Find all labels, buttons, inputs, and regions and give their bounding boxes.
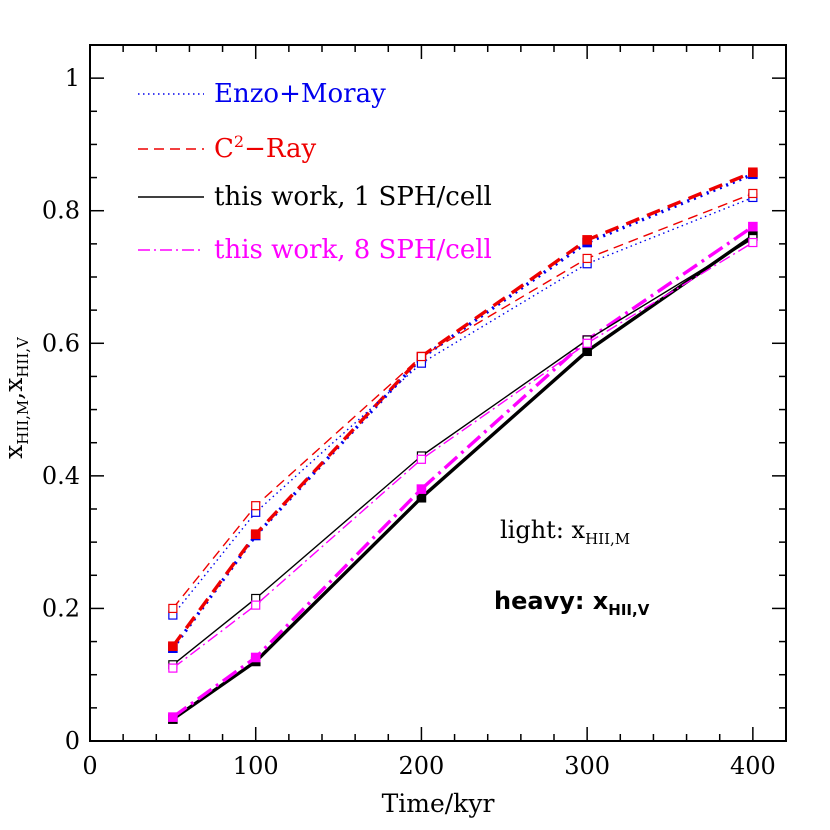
data-point [582,346,592,357]
legend: Enzo+Moray C2−Ray this work, 1 SPH/cell … [138,79,492,265]
data-point [582,235,592,245]
y-tick-label: 0.8 [42,197,80,225]
data-point [582,338,592,348]
data-point [250,529,261,539]
data-point [748,188,758,199]
y-tick-label: 1 [65,64,80,92]
x-axis-label: Time/kyr [382,789,495,818]
x-tick-label: 100 [233,752,279,780]
data-point [416,351,427,362]
x-tick-label: 0 [82,752,97,780]
data-point [251,501,261,511]
data-point [168,603,178,614]
data-point [748,237,758,248]
data-point [416,454,427,464]
legend-label-this-work-8: this work, 8 SPH/cell [214,235,492,265]
legend-label-c2ray: C2−Ray [214,132,317,164]
data-point [251,600,261,610]
annotation-heavy: heavy: xHII,V [494,587,650,619]
series-line [171,172,754,650]
data-point [168,712,178,722]
series-light-c2-ray [168,188,758,614]
y-tick-label: 0 [65,727,80,755]
annotation-light: light: xHII,M [500,516,630,548]
data-point [250,652,261,663]
series-heavy-this-work-1 [168,231,758,724]
legend-label-this-work-1: this work, 1 SPH/cell [214,182,492,212]
series-line [171,225,754,719]
y-tick-label: 0.6 [42,329,80,357]
y-tick-label: 0.4 [42,462,80,490]
x-tick-label: 300 [564,752,610,780]
plot-frame [89,44,787,742]
tick-layer: 0 100 200 300 400 0 0.2 0.4 0.6 0.8 1 [42,44,787,780]
series-layer [168,167,758,724]
y-axis-label: xHII,M,xHII,V [0,336,32,459]
series-line [171,234,754,721]
legend-label-enzo: Enzo+Moray [214,79,386,109]
data-point [168,641,178,652]
series-light-this-work-8 [168,237,758,673]
x-tick-label: 200 [399,752,445,780]
x-tick-label: 400 [730,752,776,780]
y-tick-label: 0.2 [42,594,80,622]
data-point [748,221,758,232]
data-point [416,484,427,494]
series-heavy-this-work-8 [168,221,758,722]
data-point [582,253,592,264]
data-point [416,492,427,503]
data-point [168,663,178,673]
data-point [748,167,758,178]
